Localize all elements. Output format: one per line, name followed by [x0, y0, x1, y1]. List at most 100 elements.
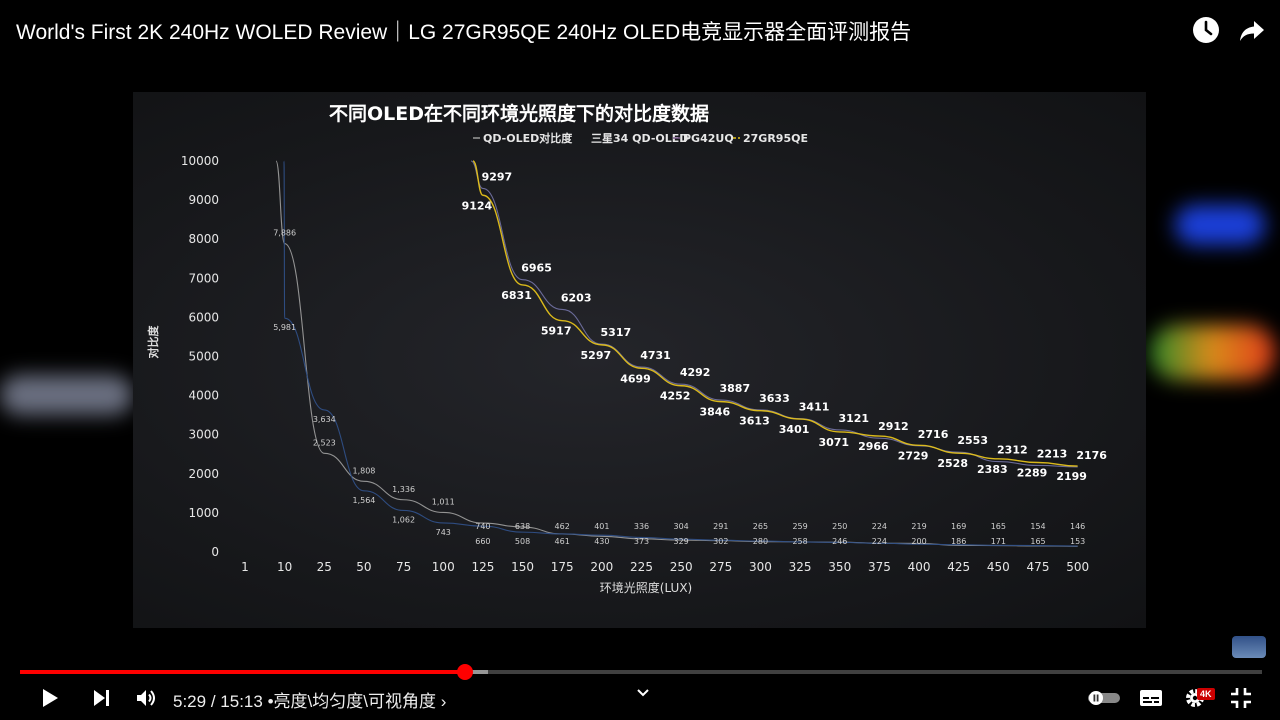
data-label: 3,634 [313, 415, 336, 424]
x-tick-label: 375 [868, 560, 891, 574]
data-label: 9124 [462, 199, 493, 212]
x-tick-label: 50 [356, 560, 371, 574]
chart-series [275, 160, 1078, 547]
background-blur-right-blue [1175, 205, 1265, 245]
data-label: 7,886 [273, 229, 296, 238]
data-label: 154 [1030, 522, 1045, 531]
data-label: 2176 [1076, 449, 1107, 462]
data-label: 3613 [739, 415, 770, 428]
x-tick-label: 25 [317, 560, 332, 574]
data-label: 462 [555, 522, 570, 531]
data-label: 259 [792, 522, 807, 531]
x-tick-label: 150 [511, 560, 534, 574]
data-label: 1,808 [352, 466, 375, 475]
x-axis: 1 10 25 50 75 100 125 150 175 200 225 250 275 300 325 3… [241, 560, 1089, 574]
data-label: 146 [1070, 522, 1085, 531]
data-label: 224 [872, 522, 887, 531]
video-title[interactable]: World's First 2K 240Hz WOLED Review｜LG 2… [16, 21, 912, 44]
series-line-2 [470, 160, 1078, 468]
data-label: 219 [911, 522, 926, 531]
x-tick-label: 275 [709, 560, 732, 574]
data-label: 302 [713, 537, 728, 546]
quality-badge: 4K [1197, 688, 1215, 700]
skip-next-icon[interactable] [88, 684, 116, 712]
y-tick-label: 8000 [188, 232, 219, 246]
time-display: 5:29 / 15:13 •亮度\均匀度\可视角度 › [173, 687, 446, 712]
x-tick-label: 75 [396, 560, 411, 574]
chapter-title[interactable]: 亮度\均匀度\可视角度 [273, 692, 436, 711]
data-label: 461 [555, 537, 570, 546]
data-label: 153 [1070, 537, 1085, 546]
data-label: 1,062 [392, 515, 415, 524]
data-label: 329 [674, 537, 689, 546]
chapter-arrow-icon[interactable]: › [440, 692, 447, 711]
data-label: 246 [832, 537, 847, 546]
data-label: 5917 [541, 325, 572, 338]
autoplay-toggle-icon[interactable] [1086, 684, 1122, 712]
data-label: 430 [594, 537, 609, 546]
data-label: 3121 [838, 412, 869, 425]
data-label: 3401 [779, 423, 810, 436]
data-label: 3071 [818, 436, 849, 449]
progress-bar[interactable] [20, 670, 1262, 674]
x-tick-label: 10 [277, 560, 292, 574]
background-blur-left [0, 375, 133, 415]
y-axis: 0 1000 2000 3000 4000 5000 6000 7000 8000 9000 100… [181, 154, 219, 559]
x-tick-label: 300 [749, 560, 772, 574]
data-label: 6831 [501, 289, 532, 302]
subtitles-icon[interactable] [1138, 684, 1164, 712]
exit-fullscreen-icon[interactable] [1228, 684, 1254, 712]
data-label: 5317 [601, 326, 632, 339]
data-label: 373 [634, 537, 649, 546]
data-label: 2912 [878, 420, 909, 433]
data-label: 2289 [1017, 467, 1048, 480]
x-tick-label: 400 [908, 560, 931, 574]
x-tick-label: 325 [789, 560, 812, 574]
data-label: 304 [674, 522, 689, 531]
x-tick-label: 1 [241, 560, 249, 574]
data-label: 3846 [699, 406, 730, 419]
data-label: 2383 [977, 463, 1008, 476]
share-arrow-icon[interactable] [1236, 14, 1268, 46]
data-label: 2,523 [313, 438, 336, 447]
y-axis-label: 对比度 [146, 325, 160, 359]
data-label: 401 [594, 522, 609, 531]
data-label: 3411 [799, 401, 830, 414]
data-labels: 7,886 2,523 1,808 1,336 1,011 740 638 462 401 336… [273, 170, 1107, 546]
data-label: 165 [991, 522, 1006, 531]
progress-played [20, 670, 465, 674]
y-tick-label: 3000 [188, 428, 219, 442]
data-label: 508 [515, 537, 530, 546]
current-time: 5:29 [173, 692, 207, 711]
y-tick-label: 4000 [188, 389, 219, 403]
data-label: 743 [436, 528, 451, 537]
data-label: 291 [713, 522, 728, 531]
play-icon[interactable] [36, 684, 64, 712]
chart-frame: 不同OLED在不同环境光照度下的对比度数据 QD-OLED对比度 三星34 QD-… [133, 92, 1146, 628]
data-label: 740 [475, 522, 490, 531]
clock-icon[interactable] [1190, 14, 1222, 46]
x-tick-label: 225 [630, 560, 653, 574]
data-label: 2729 [898, 449, 929, 462]
series-line-1 [283, 160, 1078, 547]
data-label: 165 [1030, 537, 1045, 546]
data-label: 3887 [719, 382, 750, 395]
chevron-down-icon[interactable] [634, 684, 652, 707]
data-label: 224 [872, 537, 887, 546]
duration: 15:13 [220, 692, 263, 711]
data-label: 638 [515, 522, 530, 531]
data-label: 171 [991, 537, 1006, 546]
progress-track [20, 670, 1262, 674]
volume-icon[interactable] [132, 684, 160, 712]
data-label: 2199 [1056, 470, 1087, 483]
x-tick-label: 425 [947, 560, 970, 574]
progress-scrubber[interactable] [457, 664, 473, 680]
data-label: 2312 [997, 444, 1028, 457]
background-blur-right-color [1150, 325, 1275, 380]
data-label: 2553 [957, 434, 988, 447]
data-label: 336 [634, 522, 649, 531]
title-bar: World's First 2K 240Hz WOLED Review｜LG 2… [0, 0, 1280, 64]
data-label: 5,981 [273, 323, 296, 332]
y-tick-label: 2000 [188, 467, 219, 481]
